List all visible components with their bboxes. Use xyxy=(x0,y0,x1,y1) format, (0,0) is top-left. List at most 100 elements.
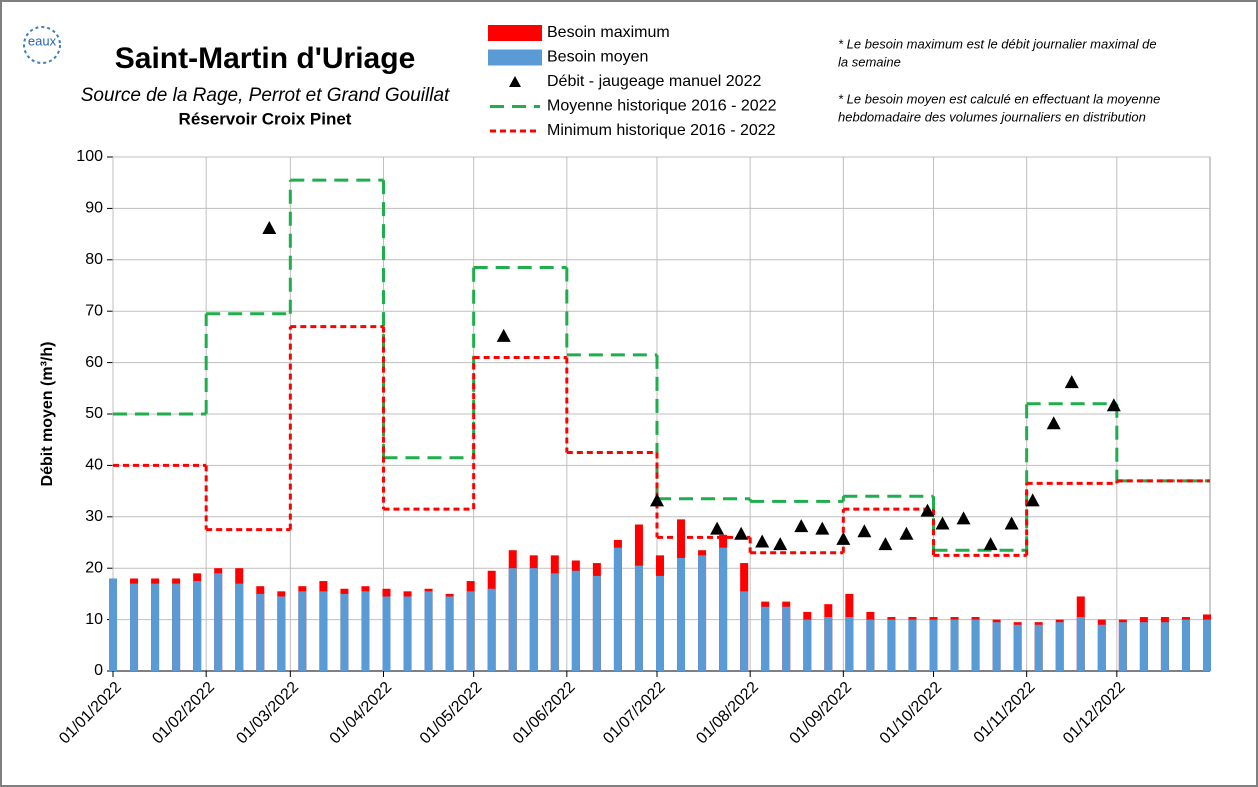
bar xyxy=(487,588,496,671)
marker xyxy=(815,521,830,535)
marker xyxy=(920,503,935,517)
marker xyxy=(755,534,770,548)
bar xyxy=(677,557,686,671)
bar xyxy=(172,583,181,671)
bar xyxy=(193,581,202,671)
legend-label: Besoin maximum xyxy=(547,24,670,41)
bar xyxy=(992,622,1001,671)
note: * Le besoin moyen est calculé en effectu… xyxy=(838,91,1160,106)
bar xyxy=(256,593,265,671)
y-tick-label: 90 xyxy=(85,200,103,217)
bar xyxy=(634,565,643,671)
subtitle: Réservoir Croix Pinet xyxy=(179,109,352,128)
bar xyxy=(655,575,664,671)
bar xyxy=(908,619,917,671)
legend-swatch xyxy=(509,76,521,87)
logo: eaux xyxy=(28,33,57,48)
y-axis-label: Débit moyen (m³/h) xyxy=(39,342,56,487)
marker xyxy=(1106,398,1121,412)
bar xyxy=(382,596,391,671)
bar xyxy=(403,596,412,671)
marker xyxy=(935,516,950,530)
bar xyxy=(1055,622,1064,671)
bar xyxy=(971,619,980,671)
bar xyxy=(529,568,538,671)
bar xyxy=(1118,622,1127,671)
bar xyxy=(929,619,938,671)
legend-swatch xyxy=(488,49,542,66)
bar xyxy=(319,591,328,671)
bar xyxy=(1181,619,1190,671)
bar xyxy=(361,591,370,671)
legend-label: Besoin moyen xyxy=(547,49,648,66)
bar xyxy=(866,619,875,671)
marker xyxy=(956,511,971,525)
bar xyxy=(424,591,433,671)
marker xyxy=(734,526,749,540)
bar xyxy=(740,591,749,671)
marker xyxy=(1046,416,1061,430)
bar xyxy=(298,591,307,671)
marker xyxy=(1064,375,1079,389)
legend-swatch xyxy=(488,25,542,41)
bar xyxy=(592,575,601,671)
bar xyxy=(950,619,959,671)
y-tick-label: 30 xyxy=(85,508,103,525)
marker xyxy=(496,328,511,342)
marker xyxy=(710,521,725,535)
bar xyxy=(1202,619,1211,671)
y-tick-label: 70 xyxy=(85,302,103,319)
marker xyxy=(1025,493,1040,507)
bar xyxy=(130,583,139,671)
subtitle: Source de la Rage, Perrot et Grand Gouil… xyxy=(81,85,450,106)
bar xyxy=(845,617,854,671)
bar xyxy=(1160,622,1169,671)
bar xyxy=(782,606,791,671)
bar xyxy=(508,568,517,671)
marker xyxy=(836,531,851,545)
bar xyxy=(445,596,454,671)
bar xyxy=(109,578,117,671)
bar xyxy=(698,555,707,671)
bar xyxy=(887,619,896,671)
marker xyxy=(983,537,998,551)
bar xyxy=(761,606,770,671)
legend-label: Débit - jaugeage manuel 2022 xyxy=(547,73,761,90)
y-tick-label: 10 xyxy=(85,611,103,628)
marker xyxy=(649,493,664,507)
y-tick-label: 100 xyxy=(76,148,103,165)
marker xyxy=(262,220,277,234)
y-tick-label: 60 xyxy=(85,354,103,371)
marker xyxy=(857,524,872,538)
bar xyxy=(719,547,728,671)
bar xyxy=(613,547,622,671)
note: * Le besoin maximum est le débit journal… xyxy=(838,36,1157,51)
bar xyxy=(1097,624,1106,671)
y-tick-label: 50 xyxy=(85,405,103,422)
bar xyxy=(571,570,580,671)
bar xyxy=(235,583,244,671)
note: la semaine xyxy=(838,54,901,69)
legend-label: Minimum historique 2016 - 2022 xyxy=(547,122,776,139)
marker xyxy=(794,519,809,533)
marker xyxy=(899,526,914,540)
bar xyxy=(340,593,349,671)
bar xyxy=(277,596,286,671)
legend-label: Moyenne historique 2016 - 2022 xyxy=(547,98,777,115)
y-tick-label: 80 xyxy=(85,251,103,268)
marker xyxy=(878,537,893,551)
chart-title: Saint-Martin d'Uriage xyxy=(115,42,416,75)
bar xyxy=(1139,622,1148,671)
bar xyxy=(1013,624,1022,671)
bar xyxy=(1034,624,1043,671)
y-tick-label: 0 xyxy=(94,662,103,679)
bar xyxy=(1076,617,1085,671)
marker xyxy=(773,537,788,551)
bar xyxy=(550,573,559,671)
marker xyxy=(1004,516,1019,530)
bar xyxy=(214,573,223,671)
y-tick-label: 20 xyxy=(85,559,103,576)
y-tick-label: 40 xyxy=(85,457,103,474)
note: hebdomadaire des volumes journaliers en … xyxy=(838,109,1146,124)
